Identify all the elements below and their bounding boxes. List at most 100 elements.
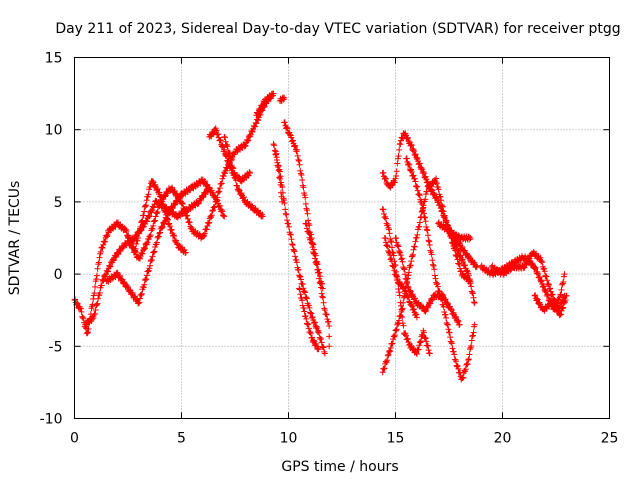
data-point xyxy=(141,277,148,284)
data-point xyxy=(387,237,394,244)
data-point xyxy=(295,156,302,163)
data-point xyxy=(281,119,288,126)
data-point xyxy=(141,246,148,253)
data-point xyxy=(299,281,306,288)
data-point xyxy=(431,266,438,273)
x-tick-label: 15 xyxy=(387,431,405,447)
data-point xyxy=(529,260,536,267)
data-point xyxy=(181,206,188,213)
data-point xyxy=(289,241,296,248)
data-point xyxy=(384,242,391,249)
data-point xyxy=(165,210,172,217)
data-point xyxy=(408,302,415,309)
data-point xyxy=(410,172,417,179)
data-point xyxy=(133,296,140,303)
data-point xyxy=(396,292,403,299)
data-point xyxy=(292,142,299,149)
data-point xyxy=(424,304,431,311)
data-point xyxy=(285,220,292,227)
data-point xyxy=(394,160,401,167)
data-point xyxy=(389,262,396,269)
data-point xyxy=(416,192,423,199)
data-point xyxy=(133,240,140,247)
data-point xyxy=(249,128,256,135)
data-point xyxy=(438,197,445,204)
data-point xyxy=(541,268,548,275)
data-point xyxy=(393,168,400,175)
data-point xyxy=(452,252,459,259)
data-point xyxy=(392,175,399,182)
data-point xyxy=(466,277,473,284)
data-point xyxy=(549,291,556,298)
data-point xyxy=(295,157,302,164)
data-point xyxy=(380,206,387,213)
data-point xyxy=(128,239,135,246)
data-point xyxy=(219,175,226,182)
data-point xyxy=(315,346,322,353)
data-point xyxy=(454,317,461,324)
data-point xyxy=(241,143,248,150)
data-point xyxy=(211,204,218,211)
data-point xyxy=(308,239,315,246)
data-point xyxy=(416,219,423,226)
data-point xyxy=(460,374,467,381)
data-point xyxy=(283,211,290,218)
data-point xyxy=(303,225,310,232)
data-point xyxy=(414,187,421,194)
data-point xyxy=(379,369,386,376)
data-point xyxy=(426,241,433,248)
data-point xyxy=(545,280,552,287)
data-point xyxy=(539,283,546,290)
data-point xyxy=(320,344,327,351)
data-point xyxy=(392,271,399,278)
data-point xyxy=(416,160,423,167)
data-point xyxy=(131,236,138,243)
data-point xyxy=(133,233,140,240)
data-point xyxy=(397,249,404,256)
data-point xyxy=(450,348,457,355)
data-point xyxy=(166,210,173,217)
data-point xyxy=(408,142,415,149)
data-point xyxy=(270,90,277,97)
data-point xyxy=(149,178,156,185)
data-point xyxy=(152,213,159,220)
data-point xyxy=(138,227,145,234)
data-point xyxy=(150,222,157,229)
data-point xyxy=(405,269,412,276)
data-point xyxy=(158,225,165,232)
data-point xyxy=(215,131,222,138)
data-point xyxy=(291,248,298,255)
data-point xyxy=(277,173,284,180)
data-point xyxy=(428,251,435,258)
data-point xyxy=(219,208,226,215)
data-point xyxy=(454,256,461,263)
data-point xyxy=(302,289,309,296)
data-point xyxy=(414,155,421,162)
data-point xyxy=(278,193,285,200)
data-point xyxy=(287,231,294,238)
data-point xyxy=(308,310,315,317)
data-point xyxy=(291,143,298,150)
data-point xyxy=(213,127,220,134)
data-point xyxy=(136,299,143,306)
data-point xyxy=(97,248,104,255)
data-point xyxy=(426,238,433,245)
data-point xyxy=(401,266,408,273)
data-point xyxy=(319,294,326,301)
data-point xyxy=(532,292,539,299)
data-point xyxy=(473,262,480,269)
data-point xyxy=(301,288,308,295)
data-point xyxy=(382,175,389,182)
data-point xyxy=(281,94,288,101)
data-point xyxy=(385,351,392,358)
data-point xyxy=(318,335,325,342)
data-point xyxy=(461,367,468,374)
data-point xyxy=(311,255,318,262)
data-point xyxy=(116,246,123,253)
data-point xyxy=(417,338,424,345)
data-point xyxy=(401,131,408,138)
data-point xyxy=(276,174,283,181)
data-point xyxy=(276,168,283,175)
data-point xyxy=(396,289,403,296)
data-point xyxy=(156,230,163,237)
